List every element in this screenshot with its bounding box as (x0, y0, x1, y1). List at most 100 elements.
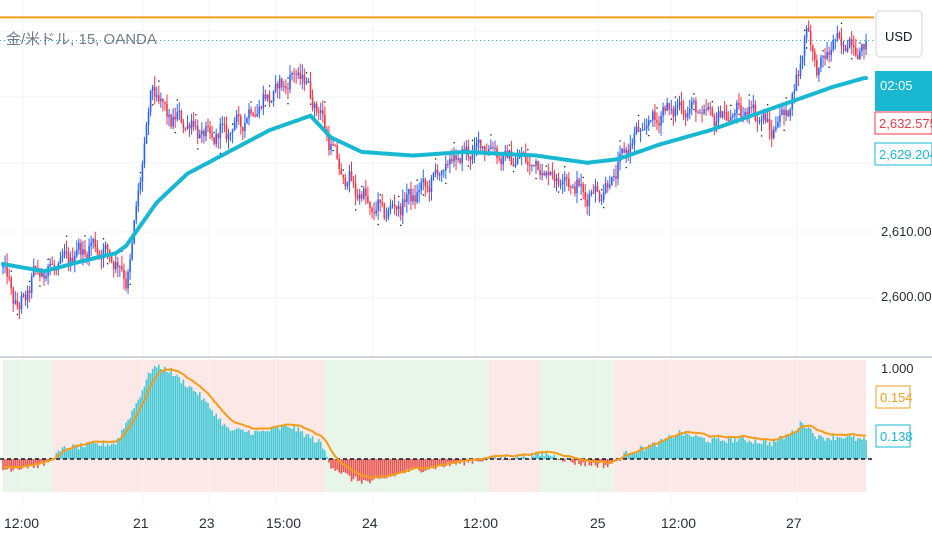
histogram-bar (814, 436, 816, 459)
candle (209, 121, 211, 139)
histogram-bar (2, 459, 4, 471)
candle (602, 184, 605, 203)
histogram-bar (391, 459, 394, 475)
histogram-bar (627, 455, 630, 459)
histogram-bar (451, 459, 453, 464)
candle (459, 157, 461, 165)
histogram-bar (647, 444, 650, 459)
histogram-bar (98, 445, 101, 459)
histogram-bar (664, 438, 666, 459)
candle (381, 194, 384, 208)
candle (738, 93, 740, 110)
histogram-bar (650, 444, 652, 459)
candle (110, 254, 113, 264)
candle (360, 190, 363, 202)
candle (768, 109, 771, 140)
candle (258, 99, 261, 119)
pivot-marker (84, 235, 86, 237)
histogram-bar (863, 437, 865, 459)
candle (287, 82, 289, 100)
histogram-bar (410, 459, 412, 469)
pivot-marker (603, 206, 605, 209)
histogram-bar (463, 459, 466, 466)
histogram-bar (565, 457, 568, 459)
pivot-marker (806, 47, 808, 49)
candle (565, 174, 568, 187)
candle (555, 174, 558, 192)
histogram-bar (90, 443, 92, 459)
pivot-marker (268, 85, 271, 87)
pivot-marker (65, 235, 68, 237)
currency-button-label[interactable]: USD (885, 29, 912, 44)
candle (701, 105, 703, 123)
histogram-bar (377, 459, 379, 479)
indicator-zone (540, 360, 614, 492)
candle (666, 98, 668, 112)
histogram-bar (697, 436, 699, 459)
candle (684, 109, 687, 126)
candle (863, 43, 865, 60)
candle (311, 89, 314, 112)
histogram-bar (797, 427, 800, 459)
histogram-bar (385, 459, 388, 479)
histogram-bar (488, 458, 490, 459)
candle (775, 116, 777, 133)
candle (596, 181, 599, 193)
candle (278, 74, 281, 99)
pivot-marker (508, 144, 511, 146)
histogram-bar (830, 440, 832, 459)
candle (266, 94, 269, 102)
histogram-bar (670, 435, 673, 459)
histogram-bar (188, 385, 191, 459)
candle (229, 132, 232, 142)
pivot-marker (264, 105, 267, 107)
histogram-bar (629, 453, 632, 459)
histogram-bar (287, 426, 289, 459)
histogram-bar (223, 423, 226, 459)
candle (758, 116, 761, 125)
candle (430, 175, 433, 201)
histogram-bar (717, 437, 720, 459)
candle (436, 164, 439, 180)
histogram-bar (637, 450, 640, 459)
histogram-bar (168, 372, 170, 459)
candle (805, 25, 808, 44)
histogram-bar (383, 459, 386, 479)
pivot-marker (129, 283, 131, 285)
histogram-bar (447, 459, 449, 463)
histogram-bar (78, 449, 80, 459)
histogram-bar (430, 459, 433, 467)
candle (30, 272, 33, 299)
histogram-bar (63, 446, 66, 459)
histogram-bar (691, 436, 693, 459)
currency-button[interactable]: USD (875, 10, 923, 58)
candle (576, 170, 578, 204)
histogram-bar (707, 441, 709, 459)
histogram-bar (539, 455, 541, 459)
histogram-bar (766, 445, 769, 459)
pivot-marker (324, 101, 326, 103)
histogram-bar (235, 428, 238, 459)
candle (631, 138, 634, 150)
candle (242, 126, 244, 141)
histogram-bar (756, 443, 759, 459)
pivot-marker (213, 131, 215, 134)
candle (350, 161, 353, 182)
candle (422, 169, 425, 191)
histogram-bar (182, 379, 185, 459)
pivot-marker (309, 103, 312, 105)
histogram-bar (803, 427, 806, 459)
histogram-bar (713, 437, 716, 459)
histogram-bar (315, 442, 318, 459)
histogram-bar (787, 434, 789, 459)
pivot-marker (748, 94, 750, 96)
histogram-bar (324, 450, 326, 459)
histogram-bar (207, 402, 209, 459)
histogram-bar (270, 427, 273, 459)
histogram-bar (746, 442, 748, 459)
candle (447, 160, 449, 169)
candle (295, 69, 297, 84)
histogram-bar (705, 442, 707, 459)
candle (114, 254, 117, 273)
candle (695, 97, 697, 123)
